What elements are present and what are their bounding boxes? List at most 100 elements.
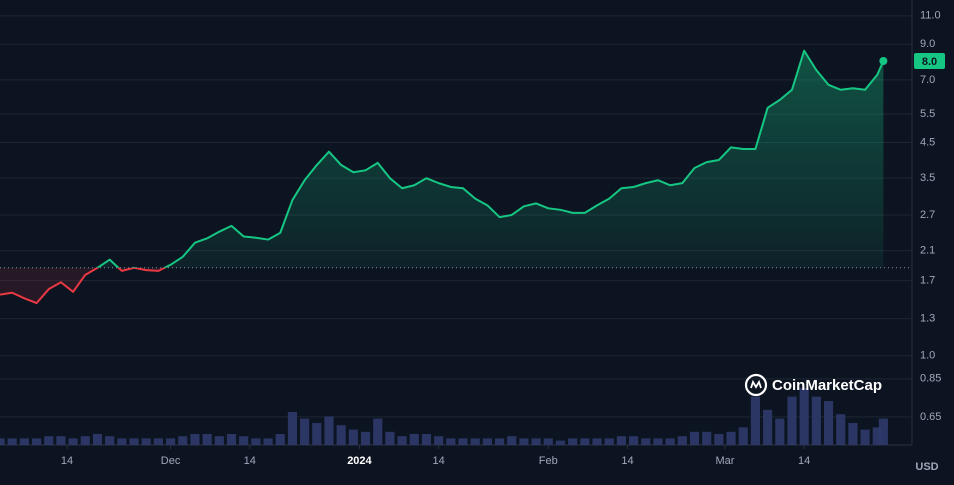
price-tag-label: 8.0 <box>922 56 937 68</box>
y-tick-label: 9.0 <box>920 38 935 50</box>
y-tick-label: 0.85 <box>920 373 941 385</box>
price-line-up <box>95 49 885 268</box>
volume-bar <box>604 438 614 445</box>
volume-bar <box>0 438 5 445</box>
volume-bar <box>31 438 42 445</box>
volume-bar <box>811 396 821 445</box>
volume-bar <box>44 436 54 445</box>
watermark-logo-mark <box>750 379 762 389</box>
volume-bar <box>689 431 700 445</box>
volume-bar <box>117 438 127 445</box>
volume-bar <box>531 438 541 445</box>
volume-bar <box>568 438 578 445</box>
volume-bar <box>653 438 663 445</box>
volume-bar <box>592 438 602 445</box>
y-tick-label: 5.5 <box>920 108 935 120</box>
volume-bar <box>385 431 395 445</box>
price-line-down <box>0 267 167 305</box>
volume-bar <box>202 434 212 445</box>
volume-bar <box>750 396 760 445</box>
volume-bar <box>446 438 456 445</box>
x-tick-label: 14 <box>433 455 445 467</box>
volume-bar <box>787 396 797 445</box>
x-tick-label: Dec <box>161 455 181 467</box>
volume-bar <box>763 409 773 445</box>
volume-bar <box>336 425 346 445</box>
y-tick-label: 0.65 <box>920 411 941 423</box>
volume-bar <box>519 438 529 445</box>
volume-bar <box>360 431 371 445</box>
volume-bar <box>287 412 297 445</box>
volume-bar <box>129 438 139 445</box>
volume-bar <box>105 436 115 445</box>
volume-bar <box>629 436 639 445</box>
volume-bar <box>726 431 736 445</box>
x-tick-label: Feb <box>539 455 558 467</box>
volume-bar <box>543 438 553 445</box>
volume-bar <box>92 434 103 445</box>
volume-bar <box>799 387 809 445</box>
volume-bar <box>324 416 334 445</box>
volume-bar <box>836 414 846 445</box>
watermark: CoinMarketCap <box>744 373 882 397</box>
x-tick-label: Mar <box>715 455 734 467</box>
volume-bar <box>19 438 29 445</box>
volume-bar <box>300 418 310 445</box>
volume-bar <box>860 429 870 445</box>
y-tick-label: 2.7 <box>920 209 935 221</box>
volume-bar <box>190 434 200 445</box>
last-point <box>879 56 888 65</box>
volume-bar <box>677 436 687 445</box>
area-up <box>0 50 884 268</box>
volume-bar <box>470 438 480 445</box>
volume-bar <box>68 438 78 445</box>
volume-bar <box>153 438 163 445</box>
volume-bar <box>166 438 176 445</box>
volume-bar <box>421 434 432 445</box>
volume-bar <box>714 434 724 445</box>
x-tick-label: 14 <box>798 455 810 467</box>
watermark-text: CoinMarketCap <box>772 377 882 394</box>
volume-bar <box>507 436 517 445</box>
x-tick-label: 14 <box>61 455 73 467</box>
y-tick-label: 2.1 <box>920 245 935 257</box>
volume-bar <box>580 438 590 445</box>
price-tag <box>914 52 945 69</box>
volume-bar <box>494 438 505 445</box>
volume-bar <box>482 438 492 445</box>
volume-bar <box>56 436 66 445</box>
volume-bar <box>823 401 834 445</box>
x-tick-label: 14 <box>244 455 256 467</box>
volume-bar <box>848 423 858 445</box>
volume-bar <box>434 436 444 445</box>
volume-bar <box>275 434 285 445</box>
volume-bar <box>263 438 273 445</box>
volume-bar <box>7 438 17 445</box>
volume-bar <box>373 418 383 445</box>
volume-bar <box>251 438 261 445</box>
volume-bar <box>239 436 249 445</box>
volume-bar <box>80 436 90 445</box>
volume-bar <box>397 436 407 445</box>
volume-bar <box>665 438 675 445</box>
x-tick-label: 2024 <box>347 455 372 467</box>
volume-bar <box>458 438 468 445</box>
y-tick-label: 4.5 <box>920 136 935 148</box>
volume-bar <box>616 436 626 445</box>
y-tick-label: 1.3 <box>920 313 935 325</box>
volume-bar <box>312 423 322 445</box>
volume-bar <box>555 440 566 445</box>
y-tick-label: 7.0 <box>920 74 935 86</box>
volume-bar <box>702 431 712 445</box>
volume-bar <box>872 427 882 445</box>
y-tick-label: 1.0 <box>920 350 935 362</box>
volume-bar <box>178 436 188 445</box>
y-tick-label: 1.7 <box>920 274 935 286</box>
y-tick-label: 3.5 <box>920 172 935 184</box>
currency-label: USD <box>915 461 938 473</box>
volume-bar <box>141 438 151 445</box>
x-tick-label: 14 <box>621 455 633 467</box>
volume-bar <box>641 438 651 445</box>
